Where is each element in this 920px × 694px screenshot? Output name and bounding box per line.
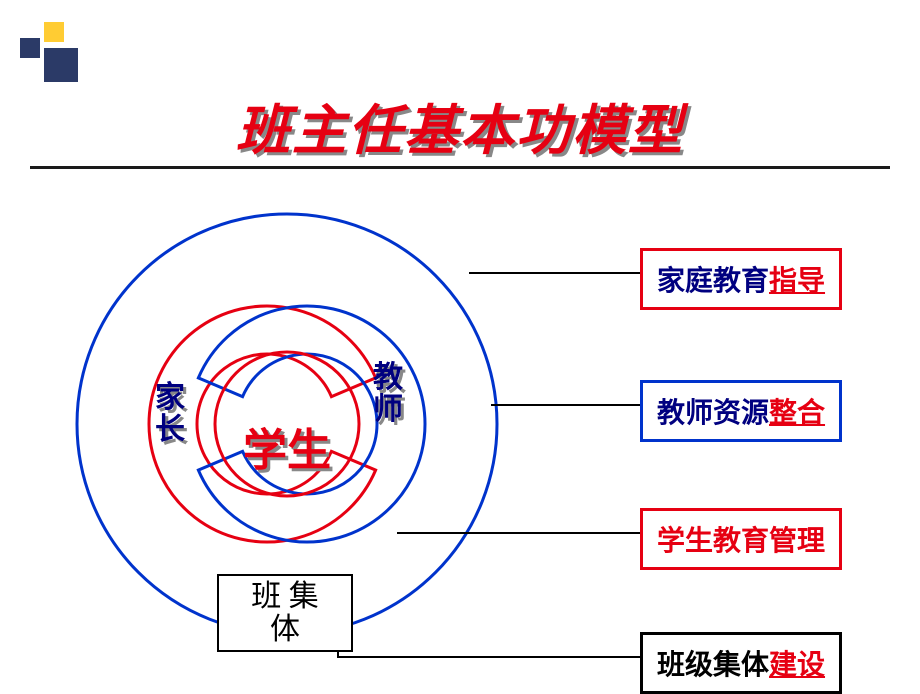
bottom-box-line1: 班 集 — [251, 580, 319, 613]
side-box-3: 班级集体建设 — [640, 632, 842, 694]
right-arc-label: 教师 — [373, 362, 403, 425]
side-box-main-2: 学生教育管理 — [657, 526, 825, 557]
left-arc-label: 家长 — [155, 382, 185, 445]
side-box-1: 教师资源整合 — [640, 380, 842, 442]
bottom-collective-box: 班 集 体 — [217, 574, 353, 652]
side-box-accent-3: 建设 — [769, 650, 825, 681]
side-box-accent-0: 指导 — [769, 266, 825, 297]
connector-line — [491, 404, 640, 406]
page-title: 班主任基本功模型 — [0, 86, 920, 165]
concentric-diagram: 学生 家长 教师 班 集 体 — [35, 200, 535, 660]
connector-line — [397, 532, 640, 534]
side-box-main-0: 家庭教育 — [657, 266, 769, 297]
side-box-2: 学生教育管理 — [640, 508, 842, 570]
side-box-0: 家庭教育指导 — [640, 248, 842, 310]
side-box-main-1: 教师资源 — [657, 398, 769, 429]
title-divider — [30, 166, 890, 169]
side-box-main-3: 班级集体 — [657, 650, 769, 681]
connector-line — [337, 656, 640, 658]
connector-line — [469, 272, 640, 274]
center-label: 学生 — [243, 414, 331, 478]
side-box-accent-1: 整合 — [769, 398, 825, 429]
bottom-box-line2: 体 — [270, 613, 300, 646]
